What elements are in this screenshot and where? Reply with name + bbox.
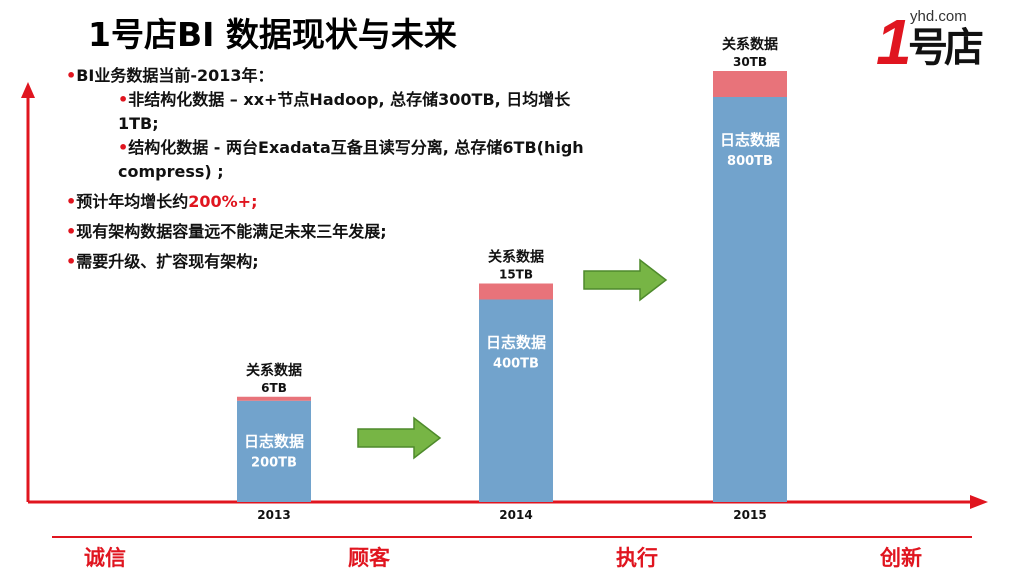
bar-series-label-relational: 关系数据 bbox=[246, 362, 302, 379]
bullet-dot-icon: • bbox=[66, 252, 77, 271]
bullet-dot-icon: • bbox=[66, 192, 77, 211]
bullet-item: •预计年均增长约200%+; bbox=[66, 192, 258, 211]
footer-values: 诚信 顾客 执行 创新 bbox=[0, 536, 1024, 572]
bar-value-label-relational: 6TB bbox=[261, 381, 287, 395]
slide-title: 1号店BI 数据现状与未来 bbox=[88, 15, 457, 54]
bullet-subitem: •非结构化数据 – xx+节点Hadoop, 总存储300TB, 日均增长1TB… bbox=[118, 90, 571, 133]
bar-value-label-log: 200TB bbox=[251, 455, 297, 470]
bar-log-data-2015 bbox=[713, 97, 787, 502]
storage-growth-chart: 日志数据 200TB 关系数据 6TB 2013 日志数据 400TB 关系数据 15TB 201… bbox=[21, 36, 988, 522]
bar-log-data-2013 bbox=[237, 400, 311, 502]
y-axis-arrow-icon bbox=[21, 82, 35, 98]
bullet-item: •需要升级、扩容现有架构; bbox=[66, 252, 259, 271]
bullet-dot-icon: • bbox=[118, 90, 129, 109]
bar-relational-data-2013 bbox=[237, 396, 311, 401]
chart-labels: 日志数据 200TB 关系数据 6TB 2013 日志数据 400TB 关系数据 15TB 201… bbox=[244, 36, 780, 522]
growth-arrow-icon bbox=[357, 416, 442, 460]
bullet-dot-icon: • bbox=[118, 138, 129, 157]
bullet-item: •现有架构数据容量远不能满足未来三年发展; bbox=[66, 222, 387, 241]
bar-relational-data-2014 bbox=[479, 283, 553, 300]
bullet-subitem: •结构化数据 - 两台Exadata互备且读写分离, 总存储6TB(high c… bbox=[118, 138, 584, 181]
growth-arrow-icon bbox=[583, 258, 668, 302]
bar-value-label-log: 800TB bbox=[727, 154, 773, 169]
logo-number: 1 bbox=[876, 6, 912, 78]
growth-arrows bbox=[357, 258, 668, 460]
bar-series-label-log: 日志数据 bbox=[244, 432, 304, 450]
footer-value-integrity: 诚信 bbox=[84, 546, 126, 570]
bar-relational-data-2015 bbox=[713, 71, 787, 97]
growth-highlight: 200%+; bbox=[188, 192, 258, 211]
x-axis-arrow-icon bbox=[970, 495, 988, 509]
footer-value-execution: 执行 bbox=[616, 546, 658, 570]
chart-bars bbox=[237, 71, 787, 502]
x-tick-label: 2014 bbox=[499, 508, 532, 522]
yhd-logo: 1 号店 yhd.com bbox=[872, 6, 992, 86]
bar-value-label-relational: 30TB bbox=[733, 55, 767, 69]
bullet-dot-icon: • bbox=[66, 222, 77, 241]
bar-series-label-relational: 关系数据 bbox=[488, 249, 544, 266]
logo-text: 号店 bbox=[908, 25, 984, 71]
x-tick-label: 2015 bbox=[733, 508, 766, 522]
bar-series-label-log: 日志数据 bbox=[720, 131, 780, 149]
bar-value-label-relational: 15TB bbox=[499, 268, 533, 282]
bullet-list: •BI业务数据当前-2013年： •非结构化数据 – xx+节点Hadoop, … bbox=[66, 64, 586, 274]
logo-url: yhd.com bbox=[910, 8, 967, 25]
footer-value-customer: 顾客 bbox=[348, 546, 390, 570]
bullet-item: •BI业务数据当前-2013年： bbox=[66, 66, 274, 85]
bar-log-data-2014 bbox=[479, 299, 553, 502]
x-tick-label: 2013 bbox=[257, 508, 290, 522]
footer-value-innovation: 创新 bbox=[880, 546, 922, 570]
bar-series-label-relational: 关系数据 bbox=[722, 36, 778, 53]
bar-series-label-log: 日志数据 bbox=[486, 334, 546, 352]
bullet-dot-icon: • bbox=[66, 66, 77, 85]
footer-rule bbox=[52, 536, 972, 538]
bar-value-label-log: 400TB bbox=[493, 357, 539, 372]
